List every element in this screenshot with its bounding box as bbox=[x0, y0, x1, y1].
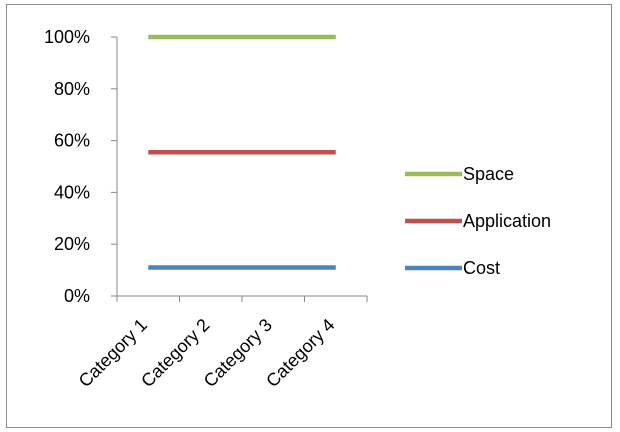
y-tick-label: 40% bbox=[54, 182, 90, 202]
y-tick-label: 0% bbox=[64, 286, 90, 306]
y-tick-label: 60% bbox=[54, 131, 90, 151]
legend-label-application: Application bbox=[463, 211, 551, 231]
x-tick-label: Category 4 bbox=[262, 315, 338, 391]
series-lines bbox=[148, 34, 336, 270]
y-tick-label: 100% bbox=[44, 27, 90, 47]
y-tick-label: 20% bbox=[54, 234, 90, 254]
legend-label-cost: Cost bbox=[463, 258, 500, 278]
axes bbox=[111, 36, 368, 302]
y-tick-label: 80% bbox=[54, 79, 90, 99]
chart-frame bbox=[6, 4, 612, 428]
y-axis-tick-labels: 0% 20% 40% 60% 80% 100% bbox=[44, 27, 90, 306]
legend: Space Application Cost bbox=[405, 164, 551, 278]
legend-label-space: Space bbox=[463, 164, 514, 184]
